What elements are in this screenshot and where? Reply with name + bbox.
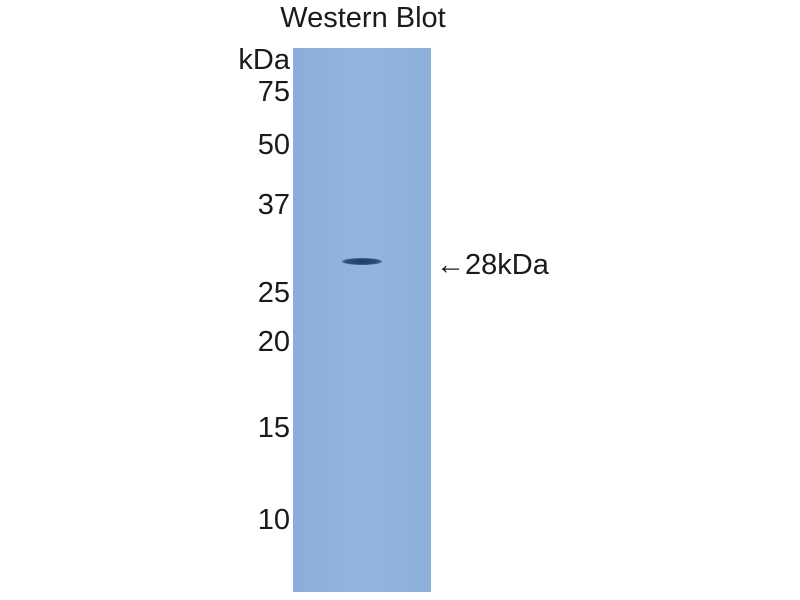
band-annotation: ←28kDa (436, 249, 549, 281)
marker-15: 15 (257, 412, 290, 444)
blot-title: Western Blot (280, 2, 446, 34)
protein-band (342, 258, 382, 265)
unit-label: kDa (238, 44, 290, 76)
marker-50: 50 (257, 129, 290, 161)
blot-lane (293, 48, 431, 592)
marker-75: 75 (257, 76, 290, 108)
marker-25: 25 (257, 277, 290, 309)
marker-37: 37 (257, 189, 290, 221)
marker-10: 10 (257, 504, 290, 536)
marker-20: 20 (257, 326, 290, 358)
